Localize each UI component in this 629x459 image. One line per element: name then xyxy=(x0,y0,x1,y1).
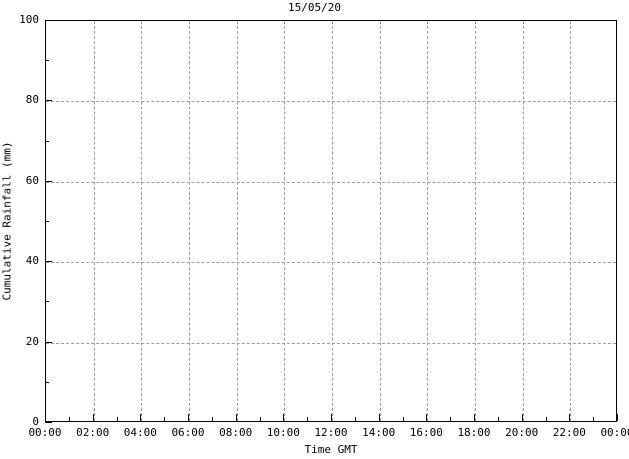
x-axis-tick xyxy=(474,414,475,421)
gridline-vertical xyxy=(93,21,95,421)
x-axis-minor-tick xyxy=(402,417,404,421)
gridline-vertical xyxy=(332,21,333,421)
x-axis-tick-label: 00:00 xyxy=(600,426,629,439)
x-axis-tick-label: 16:00 xyxy=(409,426,443,439)
y-axis-tick xyxy=(45,20,52,21)
gridline-vertical xyxy=(522,21,524,421)
y-axis-tick-label: 40 xyxy=(25,254,39,268)
y-axis-tick-label: 20 xyxy=(25,334,39,348)
x-axis-minor-tick xyxy=(354,417,356,421)
y-axis-title: Cumulative Rainfall (mm) xyxy=(0,0,14,459)
x-axis-tick-label: 02:00 xyxy=(76,426,110,439)
x-axis-tick xyxy=(617,414,618,421)
y-axis-tick-label: 0 xyxy=(32,415,39,428)
y-axis-tick xyxy=(45,341,52,343)
x-axis-tick xyxy=(331,414,332,421)
chart-title: 15/05/20 xyxy=(288,1,341,14)
y-axis-tick xyxy=(45,100,52,102)
y-axis-tick-label: 80 xyxy=(25,93,39,107)
gridline-vertical xyxy=(379,21,381,421)
x-axis-tick-label: 04:00 xyxy=(123,426,157,439)
x-axis-tick-label: 22:00 xyxy=(552,426,586,439)
x-axis-tick xyxy=(426,414,428,421)
x-axis-minor-tick xyxy=(68,417,70,421)
x-axis-tick xyxy=(521,414,523,421)
x-axis-tick xyxy=(188,414,189,421)
gridline-horizontal xyxy=(46,181,616,183)
x-axis-tick xyxy=(569,414,571,421)
y-axis-title-text: Cumulative Rainfall (mm) xyxy=(0,141,14,301)
x-axis-tick xyxy=(140,414,142,421)
y-axis-tick xyxy=(45,422,52,423)
gridlines-layer xyxy=(46,21,616,421)
gridline-vertical xyxy=(475,21,476,421)
y-axis-minor-tick xyxy=(45,381,49,383)
x-axis-minor-tick xyxy=(116,417,118,421)
gridline-vertical xyxy=(284,21,286,421)
x-axis-tick-label: 20:00 xyxy=(505,426,539,439)
y-axis-tick xyxy=(45,180,52,182)
plot-area xyxy=(45,20,617,422)
x-axis-tick-label: 14:00 xyxy=(362,426,396,439)
y-axis-minor-tick xyxy=(45,301,49,303)
y-axis-minor-tick xyxy=(45,221,49,222)
x-axis-tick-label: 12:00 xyxy=(314,426,348,439)
x-axis-tick xyxy=(92,414,94,421)
y-axis-minor-tick xyxy=(45,60,49,62)
y-axis-minor-tick xyxy=(45,140,49,142)
x-axis-tick-label: 10:00 xyxy=(266,426,300,439)
y-axis-tick-label: 60 xyxy=(25,173,39,187)
x-axis-tick-label: 18:00 xyxy=(457,426,491,439)
x-axis-tick xyxy=(283,414,285,421)
gridline-vertical xyxy=(141,21,143,421)
x-axis-tick xyxy=(45,414,46,421)
x-axis-minor-tick xyxy=(307,417,309,421)
x-axis-title: Time GMT xyxy=(304,443,358,456)
x-axis-minor-tick xyxy=(497,417,499,421)
gridline-horizontal xyxy=(46,262,616,264)
gridline-horizontal xyxy=(46,101,616,103)
x-axis-minor-tick xyxy=(450,417,452,421)
x-axis-minor-tick xyxy=(164,417,166,421)
gridline-horizontal xyxy=(46,342,616,344)
x-axis-tick xyxy=(235,414,237,421)
gridline-vertical xyxy=(570,21,572,421)
x-axis-minor-tick xyxy=(259,417,261,421)
x-axis-tick-label: 00:00 xyxy=(28,426,62,439)
x-axis-minor-tick xyxy=(593,417,595,421)
gridline-vertical xyxy=(189,21,190,421)
x-axis-tick-label: 06:00 xyxy=(171,426,205,439)
x-axis-tick-label: 08:00 xyxy=(219,426,253,439)
x-axis-tick xyxy=(378,414,380,421)
y-axis-tick-label: 100 xyxy=(19,13,39,26)
x-axis-minor-tick xyxy=(211,417,213,421)
y-axis-tick xyxy=(45,261,52,263)
x-axis-minor-tick xyxy=(545,417,547,421)
gridline-vertical xyxy=(427,21,429,421)
gridline-vertical xyxy=(236,21,238,421)
